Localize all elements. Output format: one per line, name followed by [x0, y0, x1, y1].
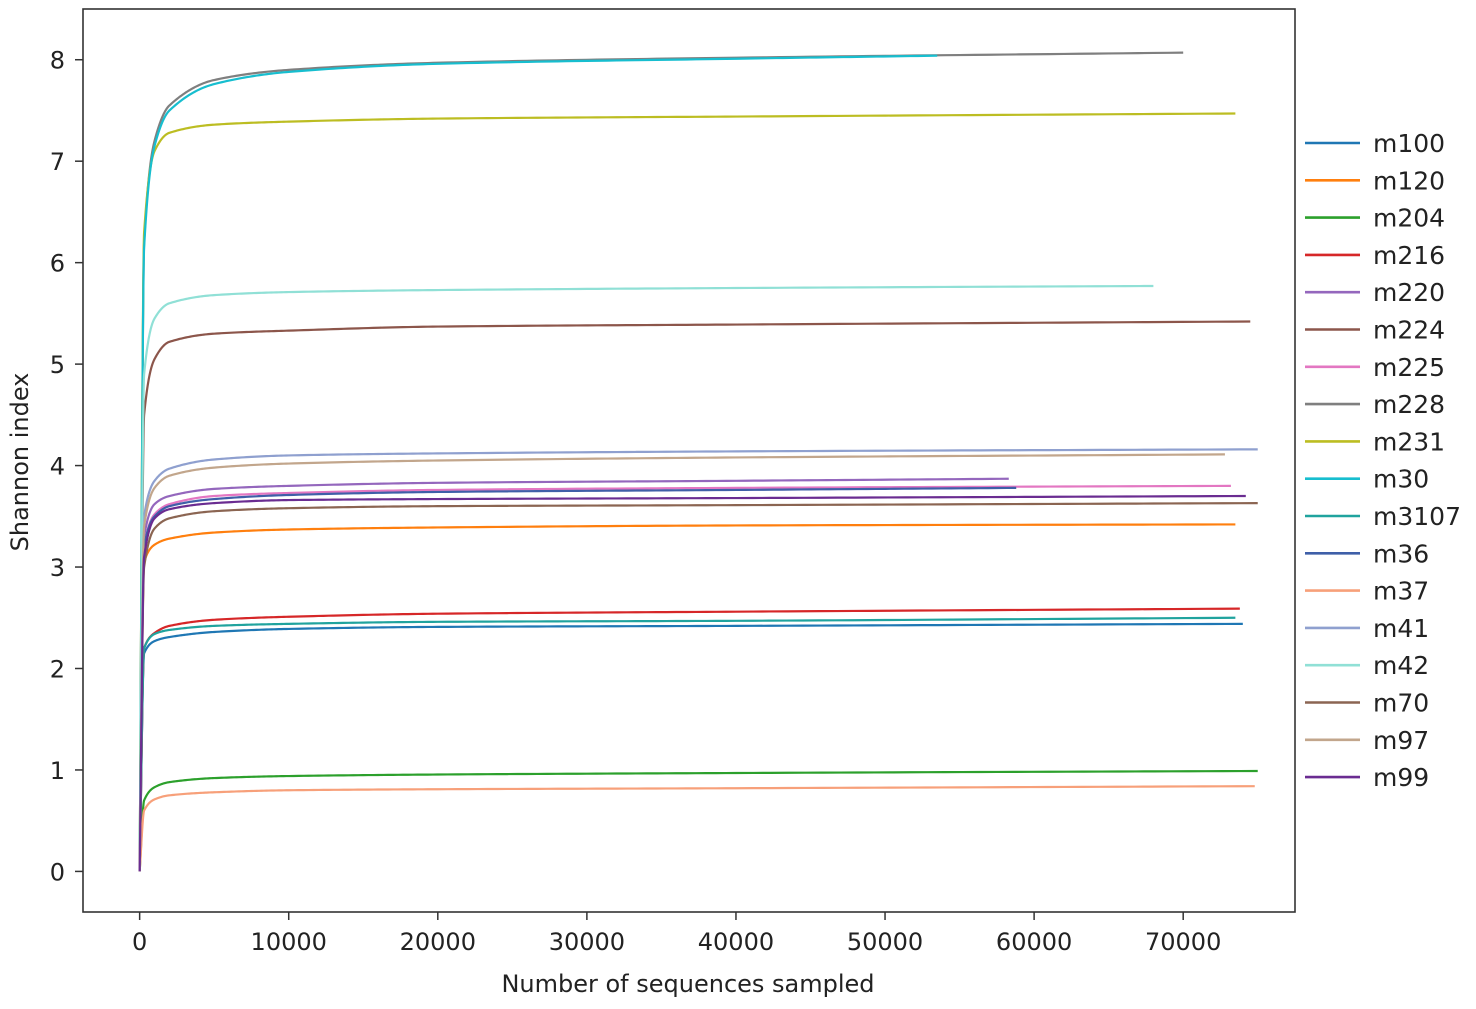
legend-label: m36	[1373, 539, 1429, 568]
x-axis-label: Number of sequences sampled	[501, 970, 874, 998]
legend-label: m42	[1373, 651, 1429, 680]
legend-label: m41	[1373, 614, 1429, 643]
x-tick-label: 50000	[847, 928, 923, 956]
series-layer	[138, 51, 1258, 872]
series-line-m42	[138, 284, 1154, 872]
legend-label: m204	[1373, 204, 1445, 233]
y-tick-label: 3	[50, 554, 65, 582]
legend-label: m231	[1373, 427, 1445, 456]
series-line-m3107	[138, 616, 1236, 872]
series-line-m224	[138, 320, 1251, 872]
y-tick-label: 0	[50, 858, 65, 886]
series-line-m70	[138, 502, 1258, 872]
y-axis-label: Shannon index	[6, 373, 34, 552]
x-tick-label: 10000	[251, 928, 327, 956]
legend-label: m225	[1373, 353, 1445, 382]
x-axis: 0 10000 20000 30000 40000 50000 60000 70000	[132, 912, 1221, 956]
y-axis: 0 1 2 3 4 5 6 7 8	[50, 47, 83, 886]
y-tick-label: 7	[50, 148, 65, 176]
legend-label: m228	[1373, 390, 1445, 419]
x-tick-label: 60000	[996, 928, 1072, 956]
y-tick-label: 4	[50, 453, 65, 481]
legend-label: m100	[1373, 129, 1445, 158]
series-line-m36	[138, 486, 1017, 872]
series-line-m41	[138, 448, 1258, 872]
legend-label: m120	[1373, 166, 1445, 195]
series-line-m97	[138, 453, 1225, 872]
legend-label: m220	[1373, 278, 1445, 307]
x-tick-label: 70000	[1145, 928, 1221, 956]
series-line-m37	[138, 785, 1255, 872]
x-tick-label: 20000	[400, 928, 476, 956]
y-tick-label: 8	[50, 47, 65, 75]
legend-label: m70	[1373, 689, 1429, 718]
legend-label: m99	[1373, 763, 1429, 792]
legend-label: m37	[1373, 577, 1429, 606]
series-line-m100	[138, 622, 1243, 872]
y-tick-label: 2	[50, 655, 65, 683]
series-line-m120	[138, 523, 1236, 872]
plot-frame	[82, 8, 1296, 913]
y-tick-label: 5	[50, 351, 65, 379]
legend-label: m3107	[1373, 502, 1461, 531]
y-tick-label: 1	[50, 757, 65, 785]
legend: m100 m120 m204 m216 m220 m224 m225 m228 m231 m30 m…	[1305, 129, 1461, 792]
x-tick-label: 30000	[549, 928, 625, 956]
series-line-m99	[138, 494, 1246, 872]
series-line-m204	[138, 769, 1258, 872]
legend-label: m30	[1373, 465, 1429, 494]
series-line-m220	[138, 477, 1009, 872]
x-tick-label: 0	[132, 928, 147, 956]
legend-label: m216	[1373, 241, 1445, 270]
x-tick-label: 40000	[698, 928, 774, 956]
legend-label: m97	[1373, 726, 1429, 755]
legend-label: m224	[1373, 316, 1445, 345]
y-tick-label: 6	[50, 250, 65, 278]
series-line-m30	[138, 54, 938, 872]
